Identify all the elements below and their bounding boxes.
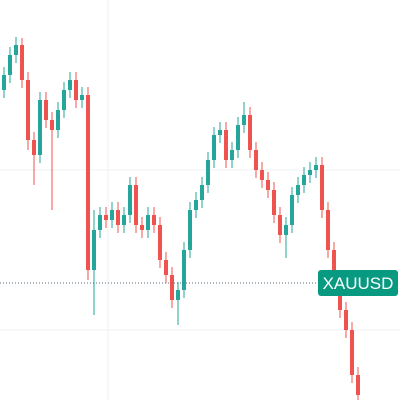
candles bbox=[2, 37, 360, 400]
candle-body bbox=[68, 80, 72, 90]
candle-body bbox=[14, 45, 18, 55]
candle-body bbox=[248, 115, 252, 150]
symbol-label: XAUUSD bbox=[323, 274, 394, 293]
candle-body bbox=[266, 180, 270, 190]
candle-body bbox=[152, 215, 156, 225]
candle-body bbox=[2, 75, 6, 90]
candle-body bbox=[8, 55, 12, 75]
candle-body bbox=[86, 95, 90, 270]
candle-body bbox=[350, 330, 354, 375]
candle-body bbox=[56, 110, 60, 130]
candle-body bbox=[74, 80, 78, 100]
candle-body bbox=[224, 130, 228, 160]
candle-body bbox=[104, 215, 108, 220]
candle-body bbox=[260, 170, 264, 180]
candle-body bbox=[164, 260, 168, 275]
candle-body bbox=[26, 80, 30, 140]
candle-body bbox=[296, 185, 300, 195]
candle-body bbox=[254, 150, 258, 170]
candle-body bbox=[128, 185, 132, 215]
candle-body bbox=[230, 150, 234, 160]
symbol-label-box bbox=[318, 270, 398, 296]
candle-body bbox=[236, 125, 240, 150]
candle-body bbox=[314, 165, 318, 170]
candle-body bbox=[20, 45, 24, 80]
candle-body bbox=[206, 160, 210, 185]
candle-body bbox=[188, 210, 192, 250]
candle-body bbox=[284, 225, 288, 235]
candle-body bbox=[44, 100, 48, 120]
candle-body bbox=[122, 215, 126, 225]
candle-body bbox=[92, 230, 96, 270]
candle-body bbox=[320, 165, 324, 210]
candle-body bbox=[212, 135, 216, 160]
candle-body bbox=[80, 95, 84, 100]
candle-body bbox=[182, 250, 186, 290]
candle-body bbox=[272, 190, 276, 215]
candle-body bbox=[140, 225, 144, 230]
candle-body bbox=[200, 185, 204, 200]
candle-body bbox=[308, 170, 312, 175]
candle-body bbox=[278, 215, 282, 235]
candle-body bbox=[356, 375, 360, 395]
candle-body bbox=[290, 195, 294, 225]
candle-body bbox=[242, 115, 246, 125]
candle-body bbox=[344, 310, 348, 330]
candle-body bbox=[50, 120, 54, 130]
candle-body bbox=[326, 210, 330, 250]
candle-body bbox=[302, 175, 306, 185]
candle-body bbox=[98, 215, 102, 230]
candle-body bbox=[170, 275, 174, 300]
candle-body bbox=[134, 185, 138, 225]
candle-body bbox=[218, 130, 222, 135]
candle-body bbox=[146, 215, 150, 230]
candle-body bbox=[116, 210, 120, 225]
candle-body bbox=[62, 90, 66, 110]
candle-body bbox=[158, 225, 162, 260]
candle-body bbox=[176, 290, 180, 300]
candle-body bbox=[32, 140, 36, 155]
candle-body bbox=[38, 100, 42, 155]
candle-body bbox=[110, 210, 114, 220]
candle-body bbox=[332, 250, 336, 280]
candle-body bbox=[194, 200, 198, 210]
